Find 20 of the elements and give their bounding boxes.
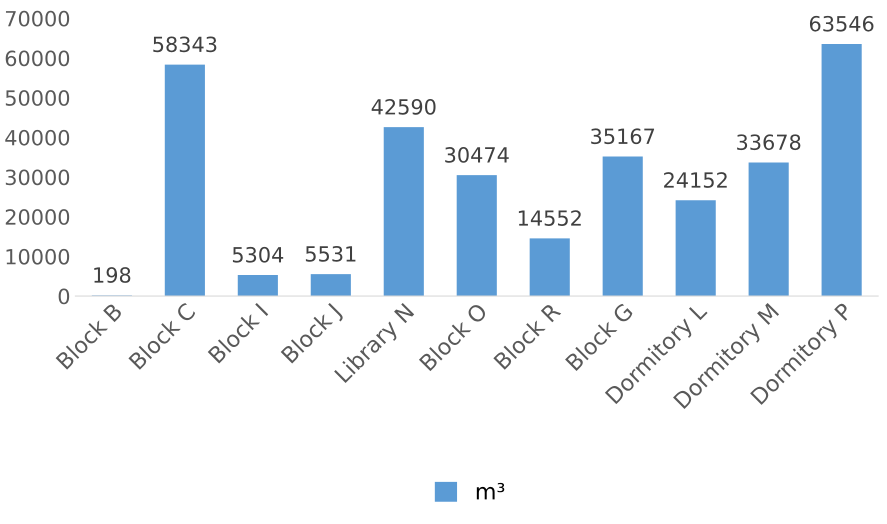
data-label: 198 (94, 267, 130, 283)
data-label: 35167 (591, 128, 654, 144)
data-label: 33678 (737, 134, 800, 150)
y-tick-label: 20000 (6, 209, 70, 225)
y-tick-label: 40000 (5, 130, 70, 146)
data-label: 63546 (810, 16, 874, 32)
data-label: 42590 (372, 98, 436, 115)
data-label: 58343 (153, 36, 216, 52)
data-label: 30474 (445, 147, 509, 163)
data-label: 5304 (232, 246, 284, 263)
y-tick-label: 10000 (6, 248, 70, 265)
data-label: 5531 (306, 246, 356, 262)
y-tick-label: 50000 (6, 90, 70, 106)
legend-label: m³ (476, 482, 504, 500)
data-label: 14552 (518, 210, 581, 226)
y-tick-label: 30000 (6, 169, 70, 186)
y-tick-label: 0 (58, 288, 70, 304)
data-label: 24152 (664, 172, 727, 188)
y-tick-label: 70000 (6, 10, 70, 27)
y-tick-label: 60000 (6, 50, 70, 66)
